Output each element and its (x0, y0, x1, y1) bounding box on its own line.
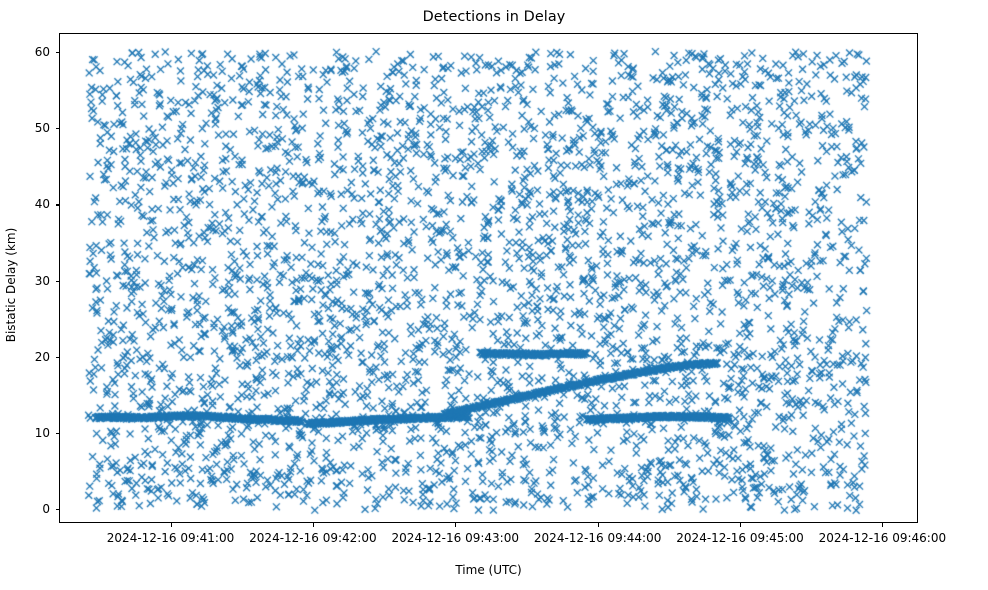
y-tick-mark (55, 280, 59, 282)
plot-axes (59, 33, 918, 523)
y-tick-mark (55, 433, 59, 435)
y-tick-mark (55, 128, 59, 130)
y-tick-mark (55, 52, 59, 54)
x-tick-label: 2024-12-16 09:43:00 (391, 531, 519, 545)
x-axis-label: Time (UTC) (455, 563, 522, 577)
y-tick-label: 50 (34, 121, 50, 136)
y-tick-label: 40 (34, 197, 50, 212)
x-tick-mark (597, 523, 599, 527)
x-tick-mark (170, 523, 172, 527)
x-tick-label: 2024-12-16 09:42:00 (249, 531, 377, 545)
x-tick-label: 2024-12-16 09:41:00 (106, 531, 235, 545)
x-tick-mark (455, 523, 457, 527)
y-tick-mark (55, 509, 59, 511)
x-tick-mark (740, 523, 742, 527)
y-tick-mark (55, 204, 59, 206)
x-tick-label: 2024-12-16 09:44:00 (533, 531, 662, 545)
y-tick-label: 60 (34, 45, 50, 60)
page-title: Detections in Delay (422, 9, 566, 25)
y-axis-label: Bistatic Delay (km) (4, 227, 18, 343)
y-tick-label: 20 (34, 349, 50, 364)
x-tick-mark (882, 523, 884, 527)
scatter-plot-canvas (60, 34, 917, 522)
y-tick-label: 30 (34, 273, 50, 288)
x-tick-label: 2024-12-16 09:46:00 (818, 531, 947, 545)
y-tick-mark (55, 356, 59, 358)
y-tick-label: 10 (34, 426, 50, 441)
x-tick-mark (312, 523, 314, 527)
y-tick-label: 0 (42, 502, 50, 517)
x-tick-label: 2024-12-16 09:45:00 (676, 531, 804, 545)
